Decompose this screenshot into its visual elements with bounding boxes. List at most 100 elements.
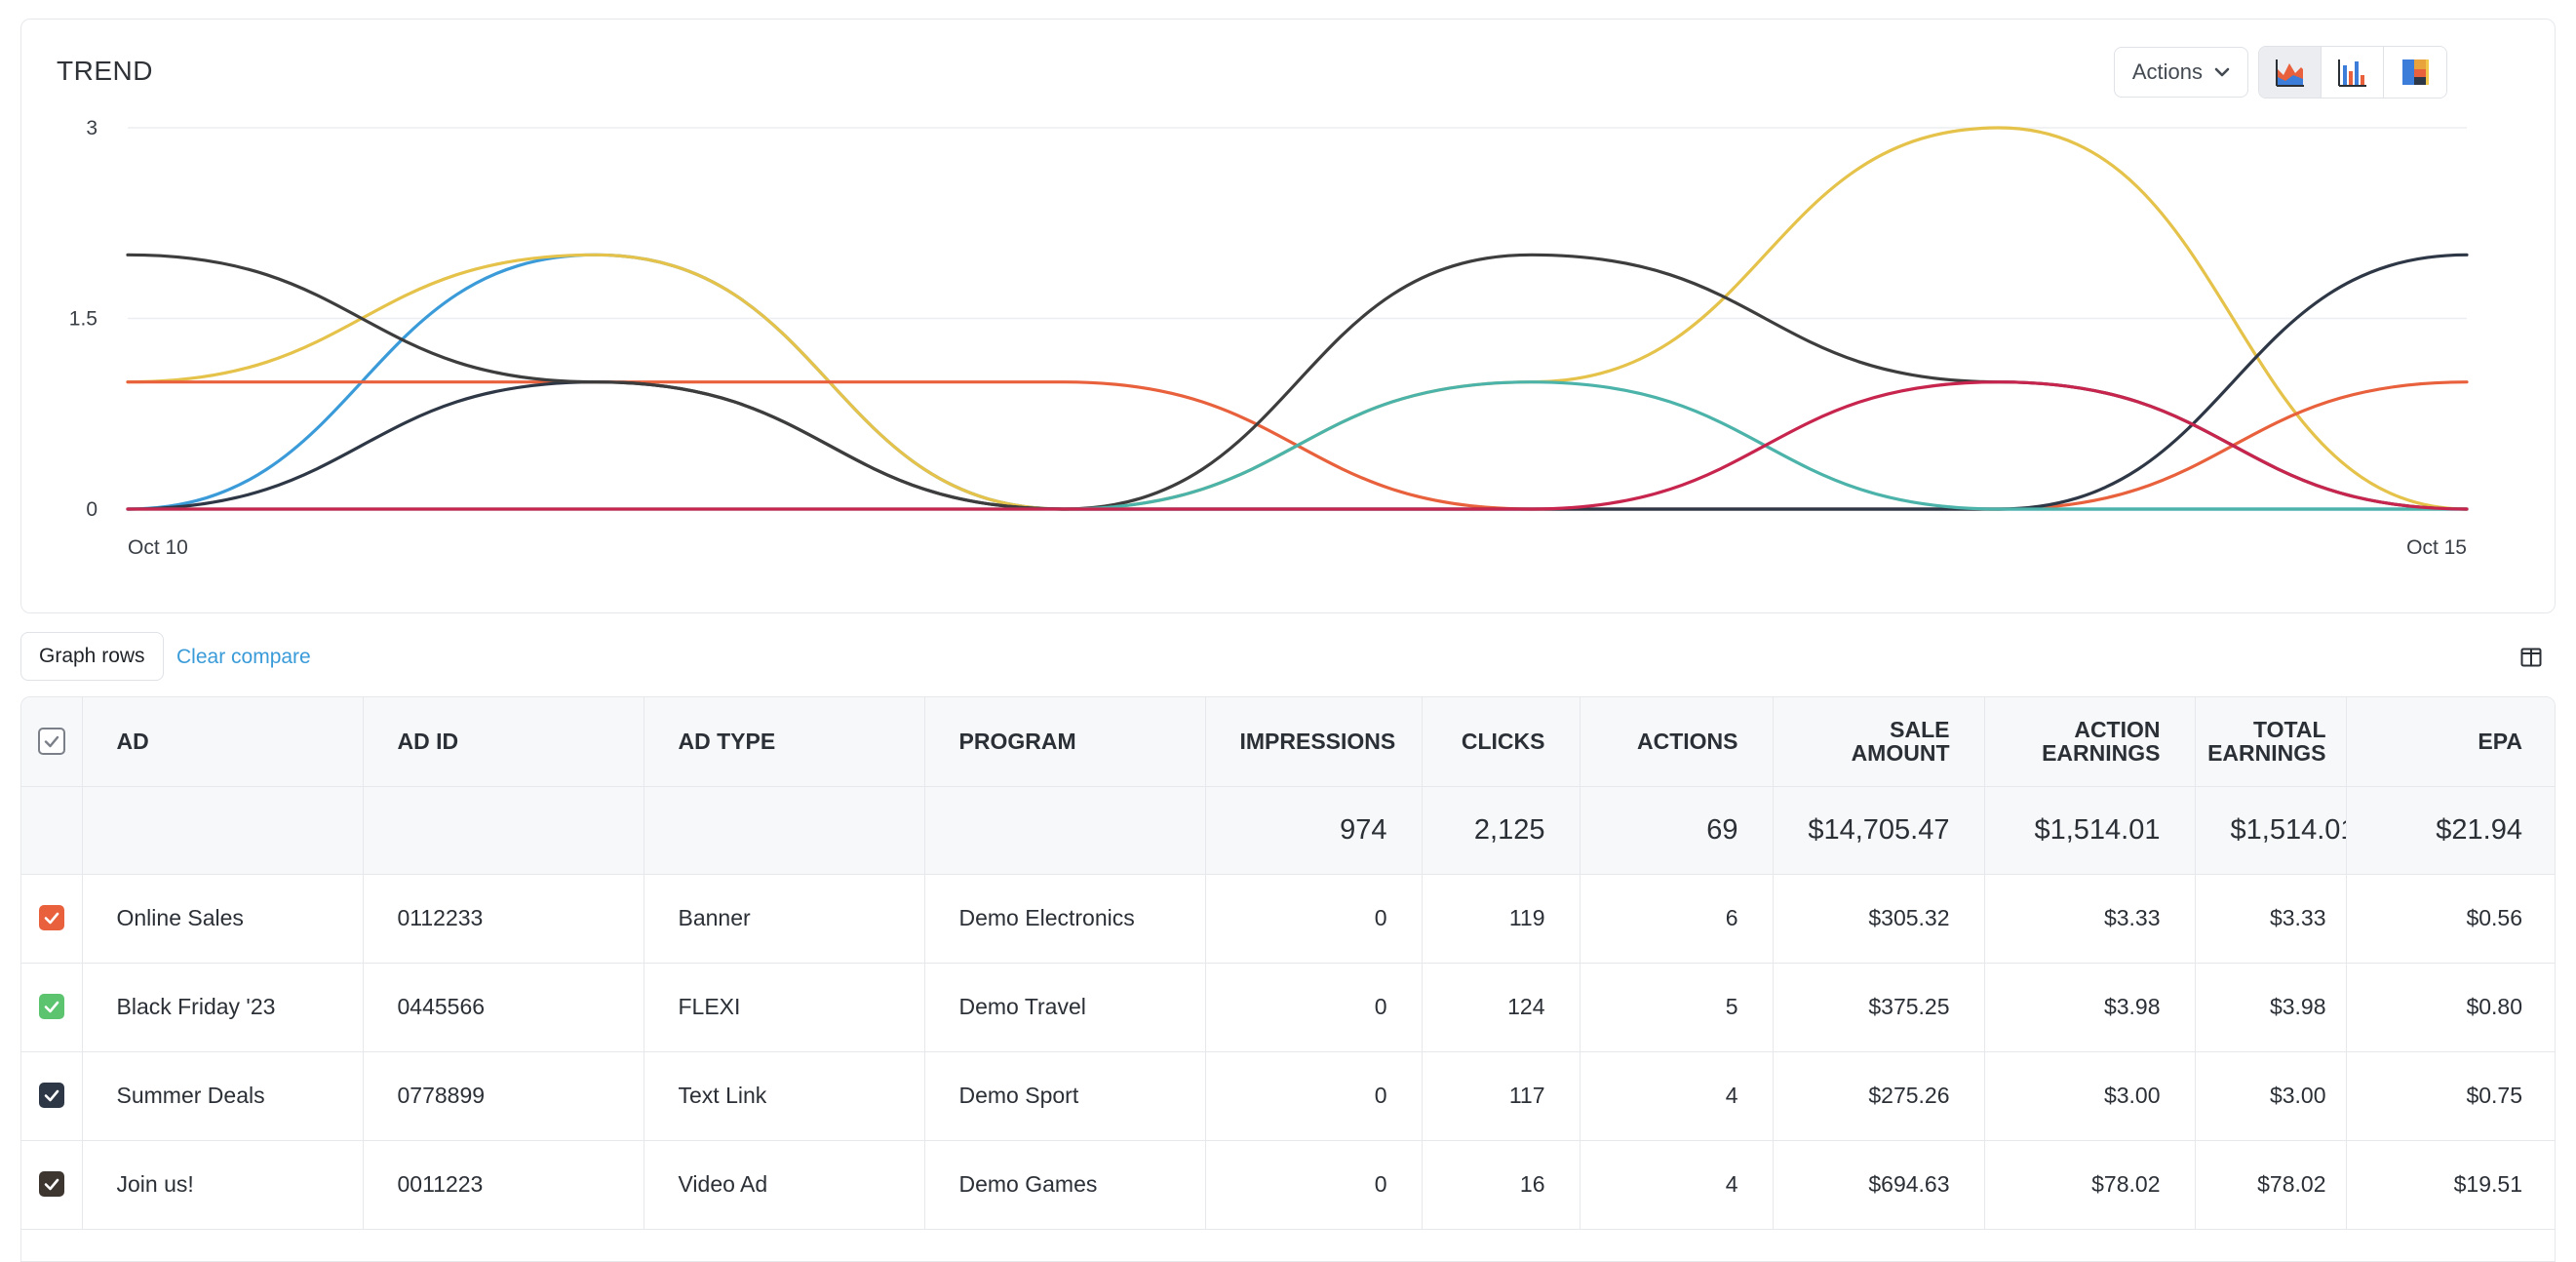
- ad-name-cell: Online Sales: [82, 874, 364, 964]
- check-icon: [44, 1001, 59, 1012]
- total-epa: $21.94: [2346, 786, 2555, 875]
- row-select-cell: [21, 1051, 83, 1141]
- check-icon: [44, 1089, 59, 1101]
- sale-amount-cell: $305.32: [1773, 874, 1985, 964]
- y-tick-label: 1.5: [69, 308, 98, 331]
- trend-card: 0 1.5 3 Oct 10 Oct 15 TREND Actions: [20, 19, 2556, 613]
- total-earnings-cell: $3.00: [2195, 1051, 2347, 1141]
- y-tick-label: 3: [86, 117, 98, 139]
- column-header-actions[interactable]: ACTIONS: [1580, 697, 1774, 787]
- total-total-earnings: $1,514.01: [2195, 786, 2347, 875]
- table-body: Online Sales 0112233 Banner Demo Electronic…: [21, 874, 2555, 1230]
- impressions-cell: 0: [1205, 874, 1423, 964]
- ad-name-cell: Join us!: [82, 1140, 364, 1230]
- graph-rows-button[interactable]: Graph rows: [20, 632, 164, 681]
- table-row[interactable]: Summer Deals 0778899 Text Link Demo Sport 0 1…: [21, 1051, 2555, 1141]
- column-header-action-earnings[interactable]: ACTION EARNINGS: [1984, 697, 2196, 787]
- ads-table: AD AD ID AD TYPE PROGRAM IMPRESSIONS CLI…: [20, 696, 2556, 1262]
- impressions-cell: 0: [1205, 1051, 1423, 1141]
- ad-type-cell: Text Link: [644, 1051, 925, 1141]
- actions-link[interactable]: 4: [1580, 1140, 1774, 1230]
- clicks-cell: 117: [1422, 1051, 1581, 1141]
- row-select-cell: [21, 874, 83, 964]
- column-header-impressions[interactable]: IMPRESSIONS: [1205, 697, 1423, 787]
- ad-type-cell: FLEXI: [644, 963, 925, 1052]
- total-sale-amount: $14,705.47: [1773, 786, 1985, 875]
- total-clicks: 2,125: [1422, 786, 1581, 875]
- epa-cell: $0.56: [2346, 874, 2555, 964]
- row-checkbox[interactable]: [38, 1170, 64, 1197]
- column-header-total-earnings[interactable]: TOTAL EARNINGS: [2195, 697, 2347, 787]
- impressions-cell: 0: [1205, 963, 1423, 1052]
- table-row[interactable]: Join us! 0011223 Video Ad Demo Games 0 16 4 $69…: [21, 1140, 2555, 1230]
- action-earnings-cell: $3.98: [1984, 963, 2196, 1052]
- select-all-cell: [21, 697, 83, 787]
- column-header-ad-type[interactable]: AD TYPE: [644, 697, 925, 787]
- sale-amount-cell: $694.63: [1773, 1140, 1985, 1230]
- check-icon: [44, 736, 59, 748]
- bar-chart-view-button[interactable]: [2322, 47, 2384, 98]
- column-header-program[interactable]: PROGRAM: [924, 697, 1206, 787]
- table-row[interactable]: Online Sales 0112233 Banner Demo Electronic…: [21, 874, 2555, 964]
- ad-type-cell: Video Ad: [644, 1140, 925, 1230]
- actions-link[interactable]: 4: [1580, 1051, 1774, 1141]
- bar-chart-icon: [2337, 59, 2366, 87]
- columns-icon[interactable]: [2520, 647, 2542, 668]
- ad-type-cell: Banner: [644, 874, 925, 964]
- row-checkbox[interactable]: [38, 1082, 64, 1108]
- column-header-action-earnings-line2: EARNINGS: [2042, 740, 2161, 767]
- sale-amount-cell: $275.26: [1773, 1051, 1985, 1141]
- series-line-3[interactable]: [126, 380, 2469, 511]
- actions-dropdown-label: Actions: [2131, 59, 2203, 84]
- program-cell: Demo Sport: [924, 1051, 1206, 1141]
- total-earnings-cell: $3.98: [2195, 963, 2347, 1052]
- row-checkbox[interactable]: [38, 904, 64, 930]
- select-all-checkbox[interactable]: [37, 728, 65, 756]
- table-header-row: AD AD ID AD TYPE PROGRAM IMPRESSIONS CLI…: [21, 697, 2555, 787]
- total-action-earnings: $1,514.01: [1984, 786, 2196, 875]
- program-cell: Demo Travel: [924, 963, 1206, 1052]
- column-header-sale-amount[interactable]: SALE AMOUNT: [1773, 697, 1985, 787]
- column-header-ad-id[interactable]: AD ID: [363, 697, 644, 787]
- action-earnings-cell: $78.02: [1984, 1140, 2196, 1230]
- chevron-down-icon: [2214, 67, 2230, 77]
- trend-chart: 0 1.5 3 Oct 10 Oct 15: [69, 117, 2469, 559]
- area-chart-view-button[interactable]: [2259, 47, 2322, 98]
- series-line-6[interactable]: [126, 380, 2469, 511]
- action-earnings-cell: $3.00: [1984, 1051, 2196, 1141]
- totals-row: 974 2,125 69 $14,705.47 $1,514.01 $1,514…: [21, 786, 2555, 875]
- y-tick-label: 0: [86, 498, 98, 521]
- totals-empty-cell: [82, 786, 364, 875]
- series-line-7[interactable]: [126, 380, 2469, 511]
- column-header-action-earnings-line1: ACTION: [2074, 717, 2161, 743]
- column-header-total-earnings-line1: TOTAL: [2252, 717, 2326, 743]
- column-header-sale-amount-line1: SALE: [1890, 717, 1950, 743]
- ad-id-cell: 0445566: [363, 963, 644, 1052]
- column-header-ad[interactable]: AD: [82, 697, 364, 787]
- actions-dropdown[interactable]: Actions: [2113, 47, 2248, 98]
- column-header-epa[interactable]: EPA: [2346, 697, 2555, 787]
- ad-id-cell: 0778899: [363, 1051, 644, 1141]
- column-header-clicks[interactable]: CLICKS: [1422, 697, 1581, 787]
- x-tick-label: Oct 15: [2406, 536, 2467, 559]
- stacked-chart-icon: [2402, 59, 2429, 85]
- x-tick-label: Oct 10: [128, 536, 188, 559]
- impressions-cell: 0: [1205, 1140, 1423, 1230]
- clear-compare-link[interactable]: Clear compare: [176, 646, 311, 668]
- total-earnings-cell: $3.33: [2195, 874, 2347, 964]
- actions-link[interactable]: 6: [1580, 874, 1774, 964]
- check-icon: [44, 912, 59, 924]
- row-select-cell: [21, 963, 83, 1052]
- check-icon: [44, 1178, 59, 1190]
- total-actions: 69: [1580, 786, 1774, 875]
- table-row[interactable]: Black Friday '23 0445566 FLEXI Demo Travel 0…: [21, 963, 2555, 1052]
- clicks-cell: 16: [1422, 1140, 1581, 1230]
- clicks-cell: 119: [1422, 874, 1581, 964]
- ad-name-cell: Summer Deals: [82, 1051, 364, 1141]
- actions-link[interactable]: 5: [1580, 963, 1774, 1052]
- stacked-chart-view-button[interactable]: [2384, 47, 2446, 98]
- row-checkbox[interactable]: [38, 993, 64, 1019]
- chart-toolbar: Actions: [2113, 46, 2447, 99]
- row-select-cell: [21, 1140, 83, 1230]
- action-earnings-cell: $3.33: [1984, 874, 2196, 964]
